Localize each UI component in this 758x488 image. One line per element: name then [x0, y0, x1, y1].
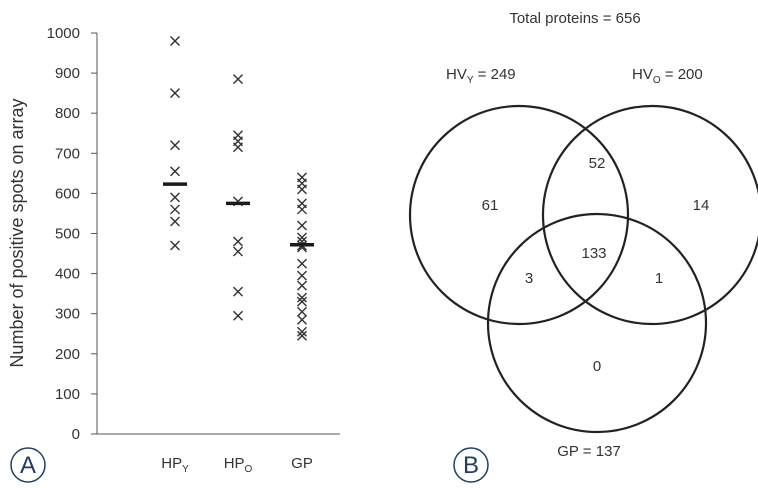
venn-count-hvy-gp: 3	[525, 270, 533, 287]
scatter-point	[297, 306, 307, 317]
scatter-point	[170, 204, 180, 215]
scatter-point	[297, 280, 307, 291]
y-tick-label: 700	[55, 145, 80, 162]
y-tick-label: 300	[55, 306, 80, 323]
x-tick-label: HPY	[161, 455, 189, 475]
scatter-point	[297, 184, 307, 195]
scatter-point	[170, 240, 180, 251]
venn-count-all: 133	[581, 245, 606, 262]
y-tick-label: 200	[55, 346, 80, 363]
scatter-points	[170, 36, 307, 341]
x-tick-label: GP	[291, 455, 313, 472]
scatter-point	[233, 286, 243, 297]
scatter-point	[297, 258, 307, 269]
y-tick-label: 900	[55, 65, 80, 82]
panel-label-b-text: B	[463, 452, 479, 479]
y-tick-label: 0	[72, 426, 80, 443]
scatter-point	[297, 314, 307, 325]
median-markers	[163, 182, 314, 247]
scatter-point	[233, 246, 243, 257]
scatter-point	[297, 232, 307, 243]
venn-circle-gp	[486, 212, 708, 434]
scatter-point	[297, 296, 307, 307]
y-tick-label: 500	[55, 226, 80, 243]
venn-set-label-hvo: HVO = 200	[632, 66, 703, 86]
scatter-point	[170, 166, 180, 177]
y-tick-label: 600	[55, 185, 80, 202]
scatter-point	[233, 74, 243, 85]
scatter-point	[297, 220, 307, 231]
y-tick-label: 400	[55, 266, 80, 283]
panel-label-a-text: A	[20, 452, 36, 479]
scatter-point	[170, 36, 180, 47]
y-axis-label: Number of positive spots on array	[7, 98, 27, 367]
y-tick-label: 100	[55, 386, 80, 403]
scatter-point	[170, 192, 180, 203]
venn-count-hvo-only: 14	[693, 197, 710, 214]
panel-label-b: B	[453, 447, 489, 483]
scatter-point	[297, 204, 307, 215]
y-tick-label: 800	[55, 105, 80, 122]
venn-count-hvo-gp: 1	[655, 270, 663, 287]
x-tick-label: HPO	[224, 455, 253, 475]
scatter-point	[297, 270, 307, 281]
venn-circle-hvo	[541, 104, 758, 326]
scatter-point	[170, 216, 180, 227]
venn-set-label-hvy: HVY = 249	[446, 66, 516, 86]
scatter-point	[170, 140, 180, 151]
scatter-point	[170, 88, 180, 99]
venn-count-hvy-only: 61	[482, 197, 499, 214]
scatter-point	[233, 310, 243, 321]
scatter-point	[297, 292, 307, 303]
venn-set-label-gp: GP = 137	[557, 443, 621, 460]
scatter-point	[233, 142, 243, 153]
venn-title: Total proteins = 656	[509, 10, 640, 27]
panel-b-venn: Total proteins = 656 HVY = 249 HVO = 200…	[408, 10, 758, 460]
panel-label-a-circle	[10, 447, 46, 483]
panel-label-a: A	[10, 447, 46, 483]
panel-a-scatter: 0 100 200 300 400 500 600 700 800 900 1000 Number …	[7, 25, 340, 475]
venn-count-hvy-hvo: 52	[589, 155, 606, 172]
venn-circle-hvy	[408, 104, 630, 326]
y-tick-label: 1000	[47, 25, 80, 42]
y-axis-ticks: 0 100 200 300 400 500 600 700 800 900 1000	[47, 25, 97, 443]
scatter-point	[233, 236, 243, 247]
scatter-point	[297, 330, 307, 341]
venn-count-gp-only: 0	[593, 358, 601, 375]
x-axis-tick-labels: HPY HPO GP	[161, 455, 313, 475]
scatter-point	[297, 326, 307, 337]
panel-label-b-circle	[453, 447, 489, 483]
